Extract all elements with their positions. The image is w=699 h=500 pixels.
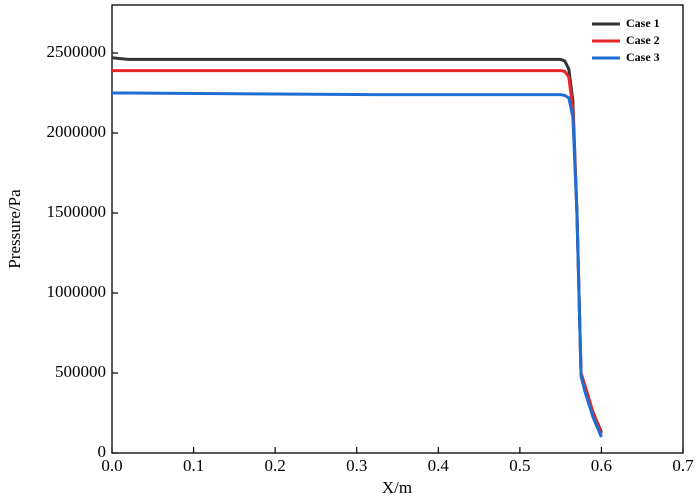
x-axis-label: X/m (382, 478, 412, 497)
x-tick-label: 0.1 (183, 456, 204, 475)
y-tick-label: 500000 (55, 362, 106, 381)
series-line (112, 69, 603, 435)
y-tick-label: 1000000 (47, 282, 107, 301)
x-tick-label: 0.7 (672, 456, 694, 475)
x-tick-label: 0.4 (428, 456, 450, 475)
y-tick-label: 1500000 (47, 202, 107, 221)
series-line (111, 56, 603, 433)
legend-label: Case 3 (626, 50, 660, 64)
x-tick-label: 0.5 (509, 456, 530, 475)
x-tick-label: 0.6 (591, 456, 612, 475)
y-axis-label: Pressure/Pa (5, 189, 24, 269)
plot-frame (111, 4, 684, 454)
x-tick-label: 0.0 (101, 456, 122, 475)
y-tick-label: 0 (98, 442, 107, 461)
legend-label: Case 1 (626, 16, 660, 30)
series-line (112, 91, 603, 438)
x-tick-label: 0.2 (265, 456, 286, 475)
x-tick-label: 0.3 (346, 456, 367, 475)
y-tick-label: 2000000 (47, 122, 107, 141)
legend-label: Case 2 (626, 33, 660, 47)
y-tick-label: 2500000 (47, 42, 107, 61)
